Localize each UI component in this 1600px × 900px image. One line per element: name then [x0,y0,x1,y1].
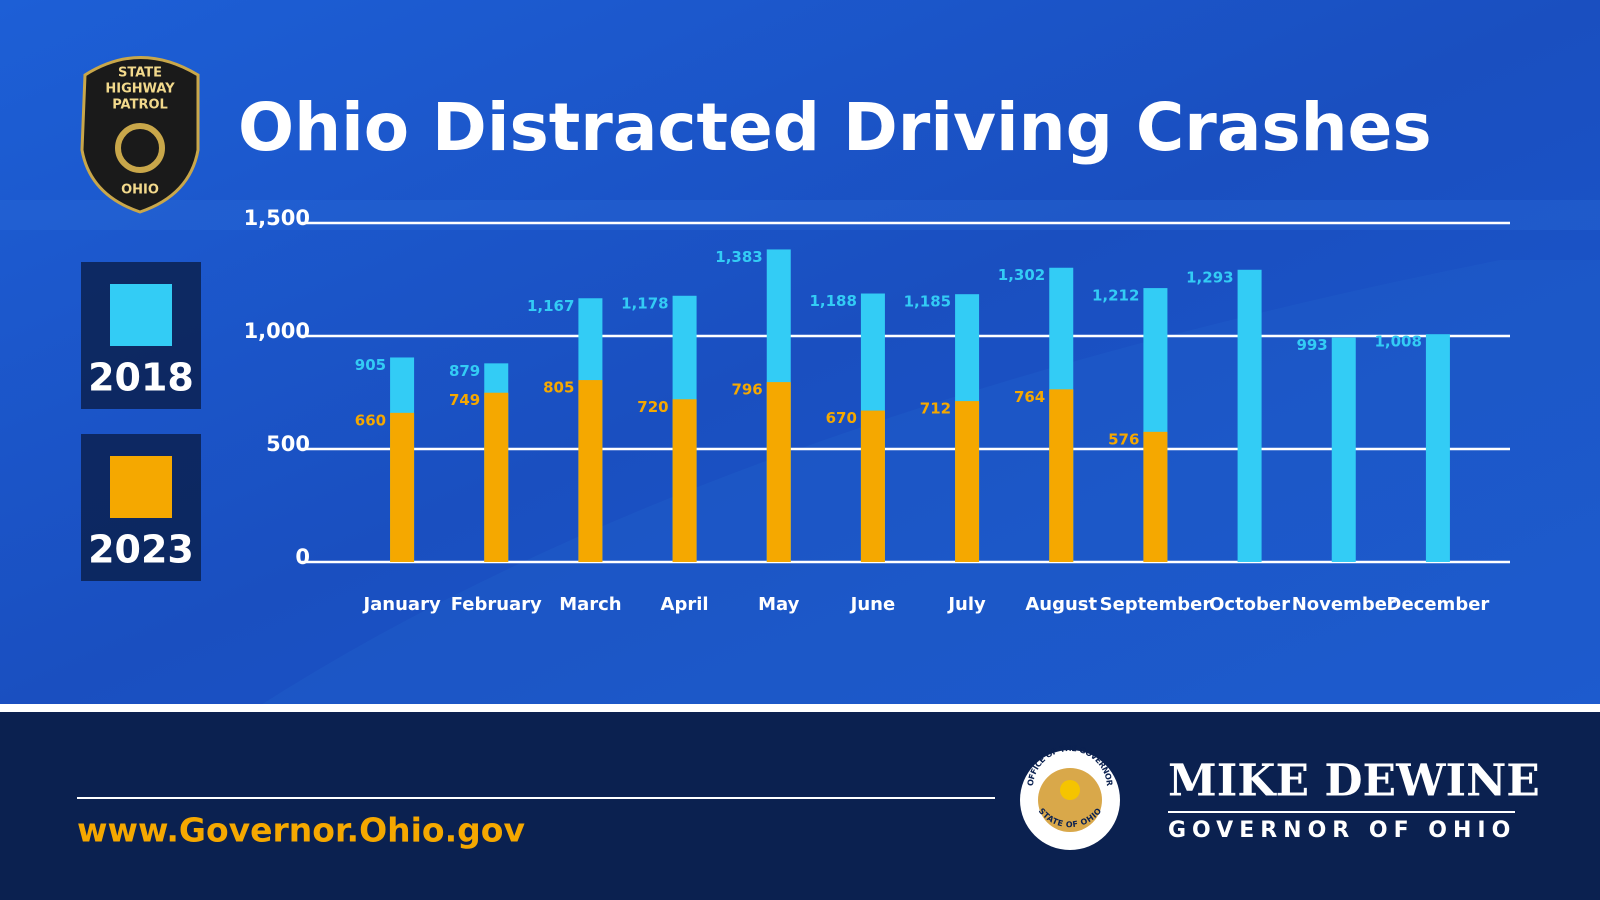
legend-swatch [110,284,172,346]
data-label: 905 [355,356,386,374]
badge-text: HIGHWAY [105,82,175,97]
x-tick-label: November [1292,594,1396,615]
data-label: 1,185 [904,293,951,311]
governor-role: GOVERNOR OF OHIO [1168,818,1516,843]
y-tick-label: 1,500 [244,206,310,230]
bar [860,410,885,562]
bar [672,399,697,562]
data-label: 805 [543,379,574,397]
x-tick-label: December [1387,594,1490,615]
data-label: 1,212 [1092,287,1139,305]
data-label: 670 [826,409,857,427]
bar [484,392,509,562]
badge-text: PATROL [112,98,168,113]
chart-title: Ohio Distracted Driving Crashes [238,89,1432,166]
data-label: 1,167 [527,297,574,315]
road [250,260,1600,712]
x-tick-label: April [661,594,709,615]
y-tick-label: 500 [266,432,310,456]
legend-swatch [110,456,172,518]
x-tick-label: June [849,594,896,615]
footer-band [0,712,1600,900]
bar [766,382,791,562]
data-label: 749 [449,391,480,409]
road-bridge [0,200,1600,230]
data-label: 1,383 [715,248,762,266]
badge-text: OHIO [121,183,159,198]
data-label: 764 [1014,388,1045,406]
governor-name: MIKE DEWINE [1168,756,1540,807]
data-label: 1,008 [1374,333,1421,351]
data-label: 796 [731,381,762,399]
x-tick-label: July [946,594,986,615]
legend-label: 2023 [88,528,194,572]
bar [390,412,415,562]
badge-text: STATE [118,66,162,81]
data-label: 712 [920,400,951,418]
badge: STATE HIGHWAY PATROL OHIO [80,56,200,214]
x-tick-label: October [1209,594,1290,615]
bar [1049,389,1074,562]
data-label: 720 [637,398,668,416]
data-label: 1,302 [998,266,1045,284]
bar [1143,431,1168,562]
bar [955,401,980,562]
y-tick-label: 1,000 [244,319,310,343]
x-tick-label: February [451,594,542,615]
data-label: 576 [1108,430,1139,448]
x-tick-label: May [758,594,800,615]
bar [1331,337,1356,562]
x-tick-label: January [361,594,440,615]
badge-wheel [115,123,165,173]
bar [1237,269,1262,562]
legend-label: 2018 [88,356,194,400]
badge-shield [80,56,200,214]
x-tick-label: August [1025,594,1097,615]
divider [0,704,1600,712]
y-tick-label: 0 [295,545,310,569]
data-label: 1,188 [809,292,856,310]
data-label: 993 [1296,336,1327,354]
data-label: 879 [449,362,480,380]
x-tick-label: September [1100,594,1212,615]
bar [578,380,603,562]
data-label: 660 [355,411,386,429]
footer-url: www.Governor.Ohio.gov [77,811,525,850]
data-label: 1,293 [1186,268,1233,286]
bar [1425,334,1450,562]
data-label: 1,178 [621,294,668,312]
x-tick-label: March [559,594,621,615]
seal-sun [1060,780,1080,800]
